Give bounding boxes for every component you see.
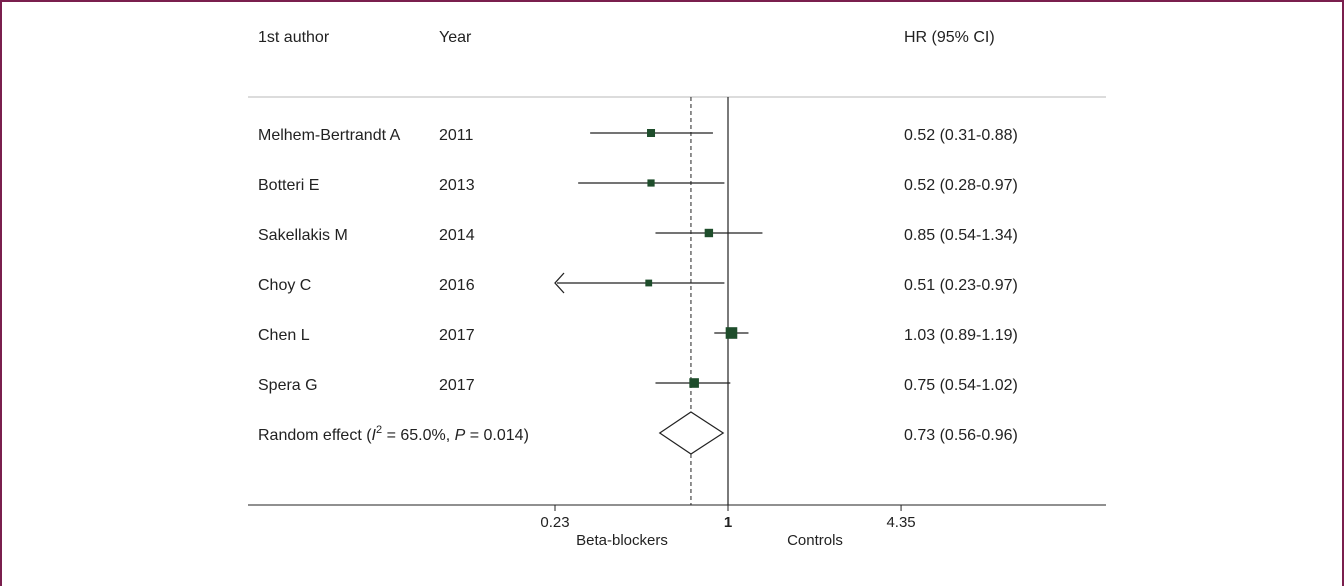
- study-year: 2017: [439, 377, 475, 394]
- ci-clip-arrow: [554, 272, 565, 294]
- study-year: 2016: [439, 277, 475, 294]
- study-author: Sakellakis M: [258, 227, 348, 244]
- study-author: Spera G: [258, 377, 318, 394]
- study-marks: [554, 129, 763, 388]
- header-year: Year: [439, 29, 472, 46]
- study-author: Chen L: [258, 327, 310, 344]
- point-estimate-square: [704, 228, 714, 238]
- study-year: 2017: [439, 327, 475, 344]
- pooled-diamond: [658, 411, 725, 455]
- study-year: 2011: [439, 127, 474, 144]
- study-author: Choy C: [258, 277, 311, 294]
- x-tick-label: 1: [724, 514, 732, 531]
- point-estimate-square: [689, 378, 699, 388]
- pooled-hr-label: 0.73 (0.56-0.96): [904, 427, 1018, 444]
- favours-left-label: Beta-blockers: [576, 532, 668, 549]
- study-hr-label: 1.03 (0.89-1.19): [904, 327, 1018, 344]
- study-hr-label: 0.52 (0.28-0.97): [904, 177, 1018, 194]
- study-year: 2013: [439, 177, 475, 194]
- study-hr-label: 0.52 (0.31-0.88): [904, 127, 1018, 144]
- point-estimate-square: [647, 129, 656, 137]
- study-year: 2014: [439, 227, 475, 244]
- study-author: Melhem-Bertrandt A: [258, 127, 401, 144]
- study-hr-label: 0.51 (0.23-0.97): [904, 277, 1018, 294]
- study-hr-label: 0.75 (0.54-1.02): [904, 377, 1018, 394]
- point-estimate-square: [725, 327, 738, 339]
- x-tick-label: 0.23: [540, 514, 569, 531]
- favours-right-label: Controls: [787, 532, 843, 549]
- point-estimate-square: [645, 279, 653, 287]
- study-hr-label: 0.85 (0.54-1.34): [904, 227, 1018, 244]
- pooled-label: Random effect (I2 = 65.0%, P = 0.014): [258, 424, 529, 444]
- header-hr: HR (95% CI): [904, 29, 995, 46]
- x-tick-label: 4.35: [886, 514, 915, 531]
- study-author: Botteri E: [258, 177, 319, 194]
- point-estimate-square: [647, 179, 655, 187]
- header-author: 1st author: [258, 29, 330, 46]
